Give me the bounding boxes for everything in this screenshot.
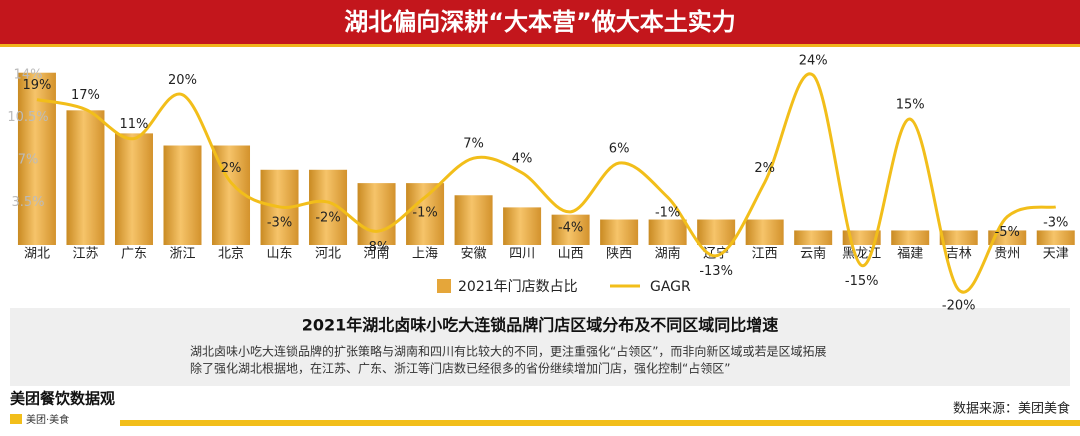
note-line: 除了强化湖北根据地，在江苏、广东、浙江等门店数已经很多的省份继续增加门店，强化控… [190,361,730,376]
legend-swatch [437,279,451,293]
bar [309,169,348,245]
data-label: 15% [896,98,925,113]
line [36,72,1057,294]
bar [503,207,542,245]
sub-logo: 美团·美食 [26,413,69,426]
y-tick-label: 3.5% [11,195,44,210]
x-tick-label: 安徽 [461,247,487,262]
x-tick-label: 陕西 [606,247,632,262]
data-label: -13% [699,264,733,279]
bar [600,219,639,245]
note-box [10,308,1070,386]
bar [891,230,930,245]
data-label: -20% [942,298,976,313]
x-tick-label: 四川 [509,247,535,262]
x-tick-label: 贵州 [994,247,1020,262]
bar [551,214,590,245]
data-label: -3% [267,215,292,230]
bar [697,219,736,245]
source: 数据来源：美团美食 [953,401,1070,417]
y-tick-label: 14% [14,68,43,83]
banner-title: 湖北偏向深耕“大本营”做大本土实力 [344,8,736,36]
data-label: -8% [364,240,389,255]
data-label: -15% [845,274,879,289]
x-tick-label: 江西 [752,247,778,262]
data-label: -4% [558,220,583,235]
banner [0,0,1080,44]
y-tick-label: 10.5% [7,110,48,125]
x-tick-label: 天津 [1043,247,1069,262]
data-label: 4% [512,151,533,166]
logo-icon [10,414,22,424]
x-tick-label: 山西 [558,247,584,262]
bar [454,195,493,245]
data-label: 24% [799,54,828,69]
bar [66,110,105,245]
note-line: 湖北卤味小吃大连锁品牌的扩张策略与湖南和四川有比较大的不同，更注重强化“占领区”… [190,344,826,359]
x-tick-label: 黑龙江 [842,247,881,262]
data-label: -3% [1043,215,1068,230]
legend-label: 2021年门店数占比 [458,279,578,295]
bar [1036,230,1075,245]
footer-bar [120,420,1080,426]
x-tick-label: 河南 [364,246,390,262]
x-tick-label: 湖北 [24,247,50,262]
x-tick-label: 吉林 [946,247,972,262]
data-label: -1% [655,206,680,221]
data-label: 2% [221,161,242,176]
bar [794,230,833,245]
logo: 美团餐饮数据观 [10,390,115,408]
note-title: 2021年湖北卤味小吃大连锁品牌门店区域分布及不同区域同比增速 [302,316,779,335]
bar [357,183,396,245]
legend-label: GAGR [650,279,691,295]
data-label: 6% [609,142,630,157]
data-label: -1% [412,206,437,221]
x-tick-label: 云南 [800,246,826,262]
data-label: 20% [168,73,197,88]
bar [648,219,687,245]
data-label: 2% [754,161,775,176]
x-tick-label: 广东 [121,247,147,262]
bar [406,183,445,245]
x-tick-label: 河北 [315,247,341,262]
banner-underline [0,44,1080,47]
x-tick-label: 辽宁 [703,246,729,262]
y-tick-label: 7% [18,153,39,168]
x-tick-label: 福建 [897,247,923,262]
data-label: 17% [71,88,100,103]
bar [114,133,153,245]
data-label: 19% [23,78,52,93]
x-tick-label: 山东 [267,247,293,262]
bar [745,219,784,245]
bar [939,230,978,245]
data-label: 7% [463,137,484,152]
x-tick-label: 浙江 [169,247,195,262]
data-label: -2% [315,211,340,226]
bar [163,145,202,245]
x-tick-label: 北京 [218,247,244,262]
x-tick-label: 上海 [412,247,438,262]
data-label: -5% [995,225,1020,240]
x-tick-label: 江苏 [72,246,98,262]
x-tick-label: 湖南 [655,246,681,262]
data-label: 11% [120,117,149,132]
